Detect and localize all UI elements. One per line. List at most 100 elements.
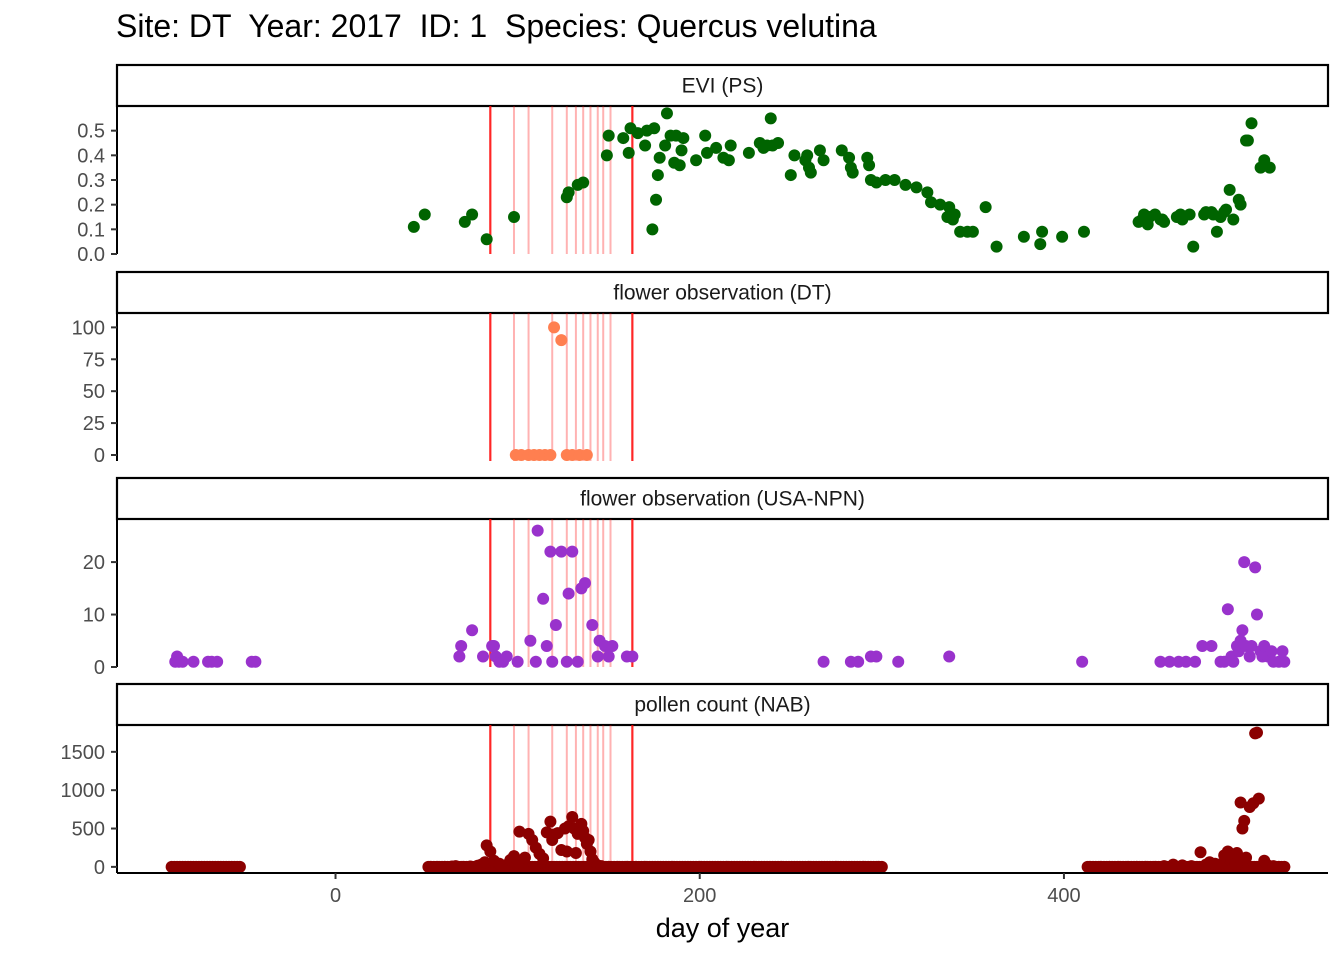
data-point [1139, 860, 1152, 873]
data-point [537, 592, 550, 605]
y-tick-label: 0.4 [77, 145, 105, 167]
data-point [1185, 860, 1198, 873]
data-point [1158, 215, 1171, 228]
data-point [1243, 650, 1256, 663]
data-point [857, 860, 870, 873]
data-point [569, 847, 582, 860]
data-point [544, 449, 557, 461]
data-point [1017, 230, 1030, 243]
data-point [870, 650, 883, 663]
data-point [852, 655, 865, 668]
data-point [1130, 860, 1143, 873]
data-point [1112, 860, 1125, 873]
y-tick-label: 0.0 [77, 244, 105, 266]
data-point [699, 129, 712, 142]
data-point [721, 860, 734, 873]
data-point [1278, 655, 1291, 668]
y-tick-label: 0.5 [77, 121, 105, 143]
data-point [480, 233, 493, 246]
panel-strip [115, 682, 1330, 727]
panel-strip-label: pollen count (NAB) [634, 694, 810, 717]
data-point [1183, 208, 1196, 221]
data-point [1187, 240, 1200, 253]
data-point [666, 860, 679, 873]
data-point [1179, 655, 1192, 668]
data-point [540, 640, 553, 653]
data-point [466, 624, 479, 637]
data-point [484, 845, 497, 858]
data-point [529, 655, 542, 668]
data-point [1121, 860, 1134, 873]
data-point [639, 139, 652, 152]
data-point [1103, 860, 1116, 873]
data-point [892, 655, 905, 668]
data-point [549, 619, 562, 632]
panel-1: EVI (PS) 0.0 0.10.2 0.3 0.40.5 [77, 63, 1330, 266]
data-point [788, 149, 801, 162]
data-point [1212, 858, 1225, 871]
data-point [817, 655, 830, 668]
y-tick-label: 0.2 [77, 195, 105, 217]
panel-strip [115, 63, 1330, 108]
data-point [586, 619, 599, 632]
data-point [1223, 183, 1236, 196]
data-point [1076, 655, 1089, 668]
y-tick-label: 1000 [61, 780, 106, 802]
data-point [566, 545, 579, 558]
data-point [921, 186, 934, 199]
data-point [500, 650, 513, 663]
data-point [544, 815, 557, 828]
data-point [801, 149, 814, 162]
data-point [1238, 814, 1251, 827]
data-point [748, 860, 761, 873]
data-point [830, 860, 843, 873]
data-point [1176, 859, 1189, 872]
data-point [943, 650, 956, 663]
data-point [1205, 640, 1218, 653]
x-tick-label: 400 [1047, 885, 1080, 907]
data-point [620, 860, 633, 873]
data-point [1158, 860, 1171, 873]
data-point [835, 144, 848, 157]
data-point [548, 321, 561, 334]
data-point [466, 208, 479, 221]
data-point [458, 215, 471, 228]
data-point [710, 141, 723, 154]
data-point [1236, 624, 1249, 637]
data-point [580, 449, 593, 461]
data-point [925, 196, 938, 209]
data-point [187, 655, 200, 668]
data-point [673, 159, 686, 172]
panel-strip-label: flower observation (DT) [613, 282, 831, 305]
data-point [249, 655, 262, 668]
y-tick-label: 20 [83, 552, 105, 574]
data-point [846, 166, 859, 179]
panel-3: flower observation (USA-NPN) 0 10 20 [83, 476, 1330, 679]
data-point [653, 151, 666, 164]
data-point [507, 211, 520, 223]
data-point [579, 577, 592, 590]
data-point [611, 860, 624, 873]
data-point [1278, 860, 1291, 873]
y-tick-label: 0.3 [77, 170, 105, 192]
data-point [1227, 213, 1240, 226]
data-point [571, 655, 584, 668]
data-point [531, 524, 544, 537]
data-point [418, 208, 431, 221]
y-tick-label: 0 [94, 657, 105, 679]
data-point [843, 151, 856, 164]
data-point [233, 860, 246, 873]
data-point [946, 213, 959, 226]
data-point [453, 650, 466, 663]
data-point [513, 825, 526, 838]
data-point [602, 650, 615, 663]
data-point [724, 139, 737, 152]
data-point [872, 860, 885, 873]
data-point [899, 178, 912, 191]
y-tick-label: 0 [94, 857, 105, 879]
data-point [690, 154, 703, 167]
data-point [626, 650, 639, 663]
data-point [602, 129, 615, 142]
data-point [407, 220, 420, 233]
data-point [455, 640, 468, 653]
